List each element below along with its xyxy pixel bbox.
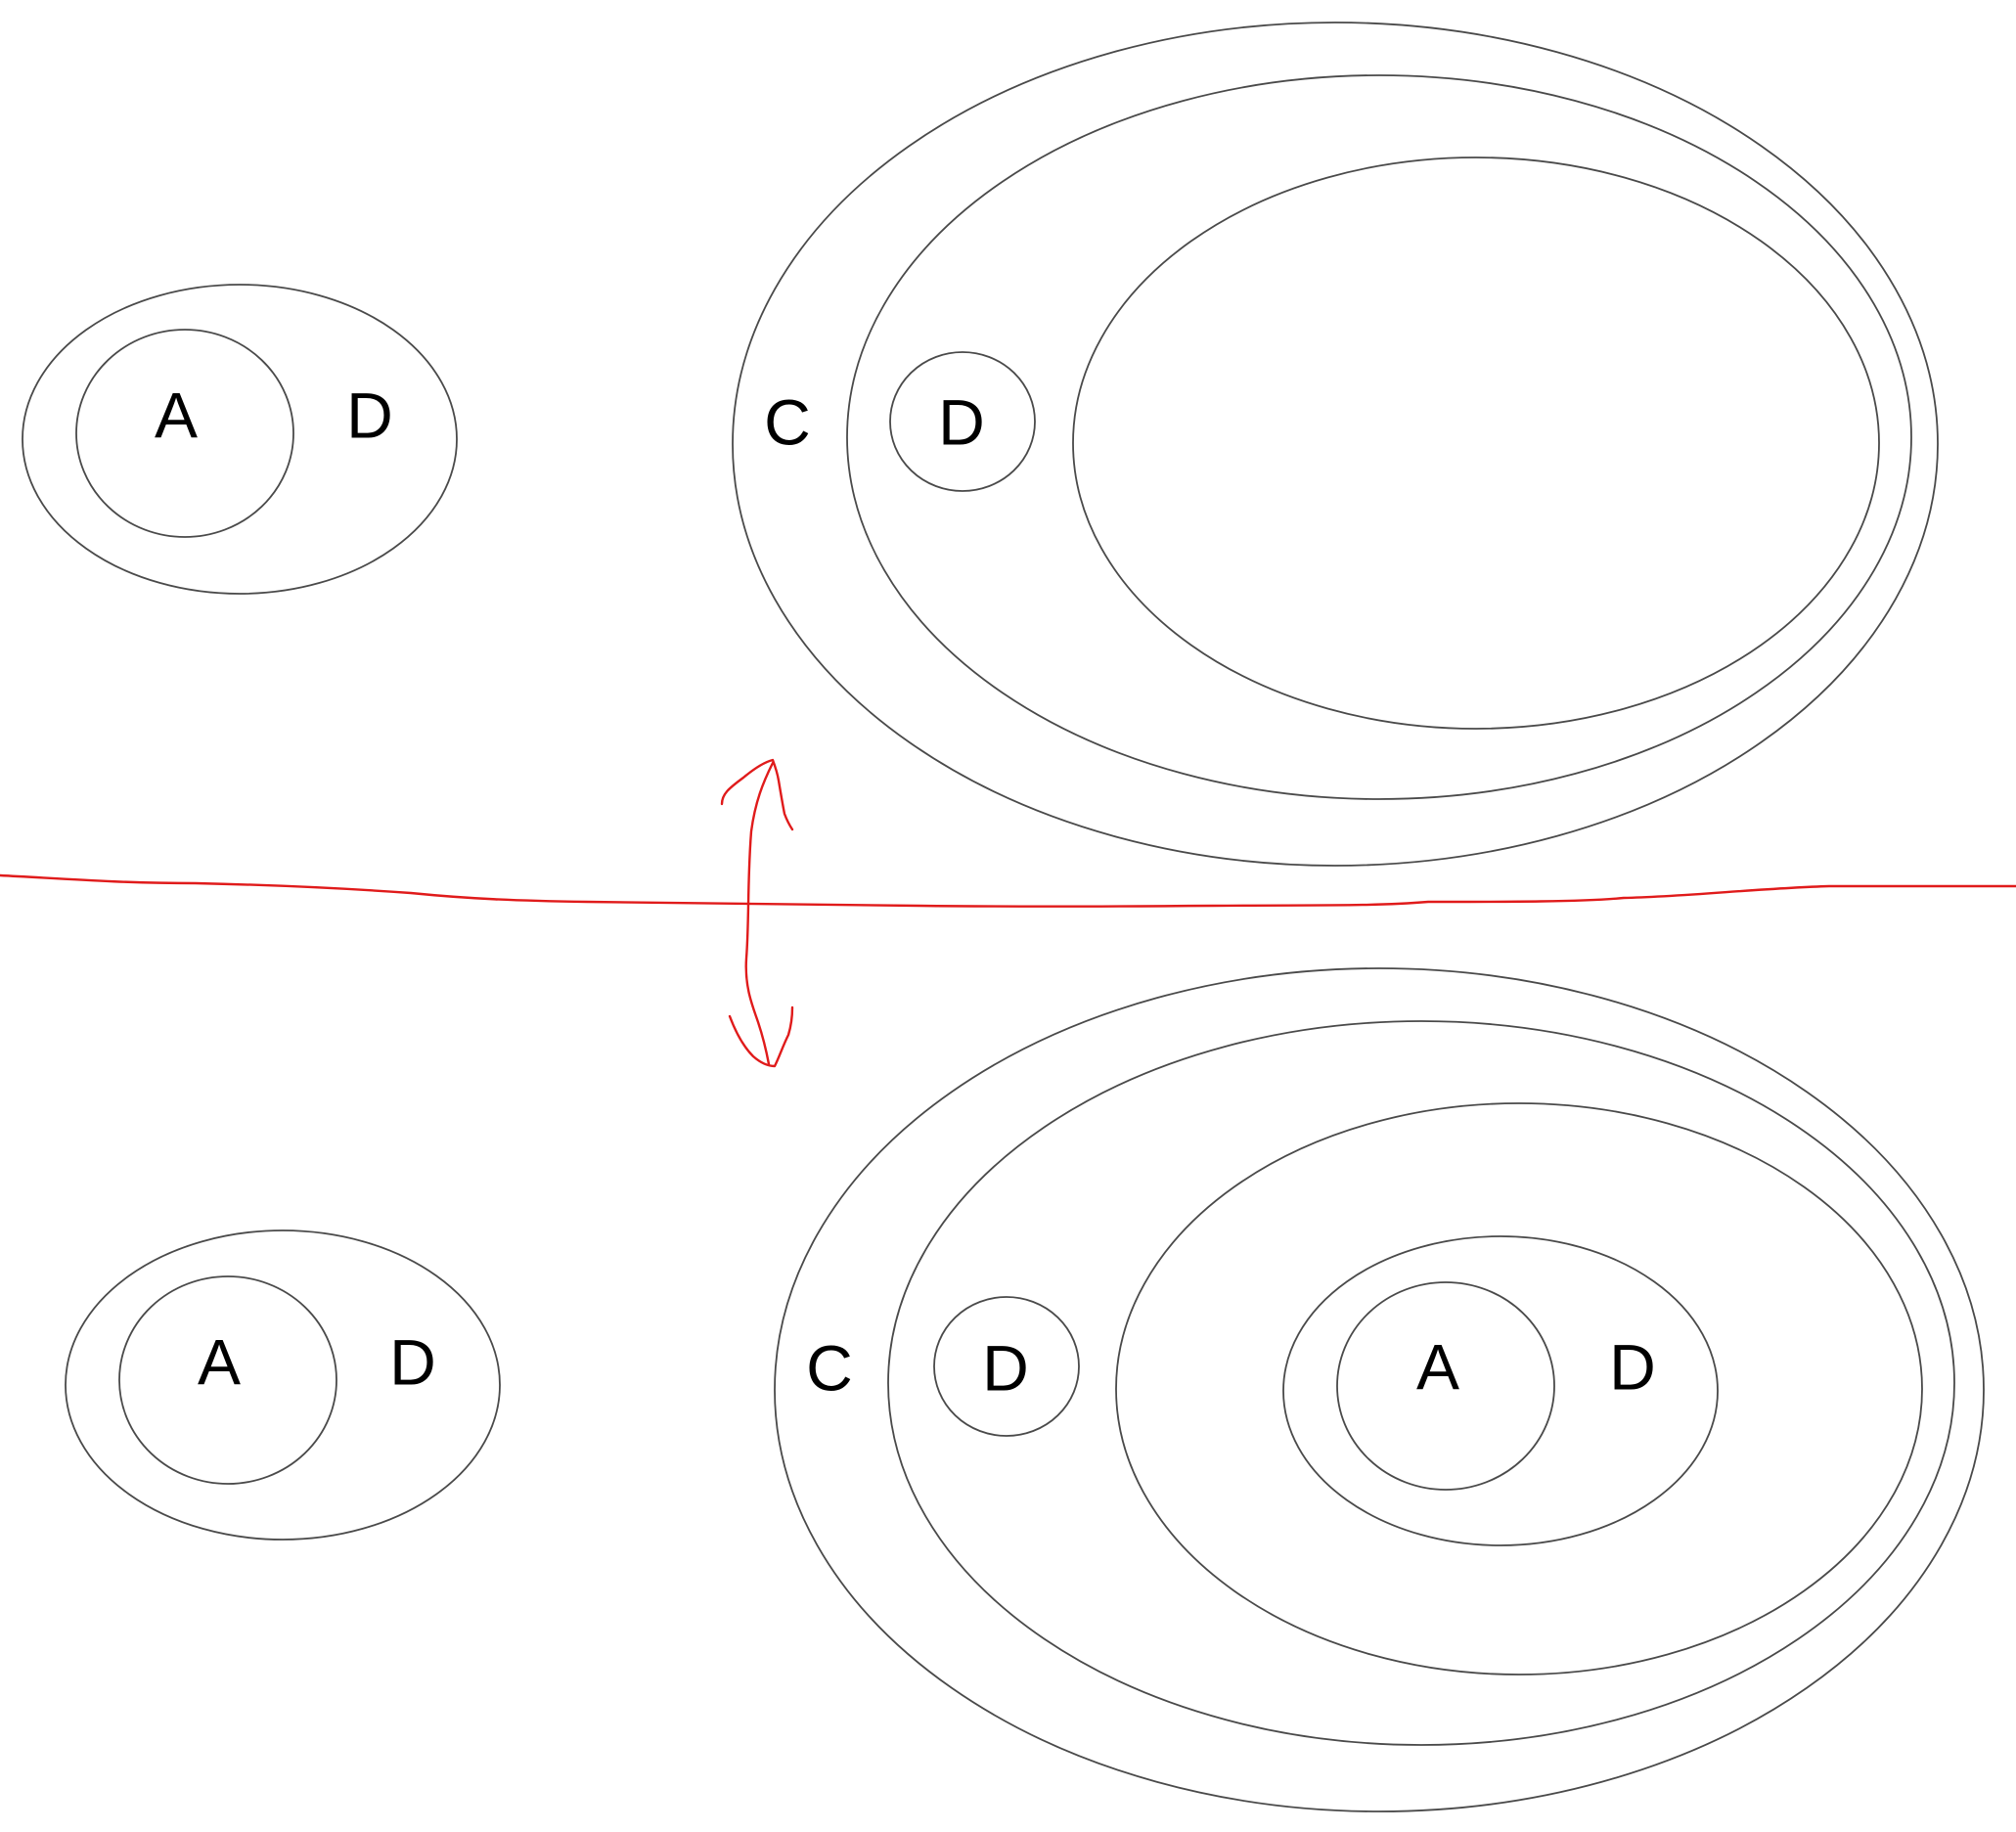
top-right-outer-label: C xyxy=(764,385,811,458)
bottom-right-nested-inner-label: A xyxy=(1416,1330,1459,1403)
bottom-right-nested-outer-label: D xyxy=(1609,1330,1656,1403)
bottom-right-outer-ellipse xyxy=(774,967,1985,1812)
top-right-outer-ellipse xyxy=(732,22,1939,867)
top-right-small-circle-label: D xyxy=(938,385,985,458)
bottom-left-group: A D xyxy=(65,1229,501,1541)
top-left-group: A D xyxy=(22,284,458,595)
bottom-right-nested-outer-ellipse xyxy=(1282,1235,1719,1546)
bottom-right-inner-ellipse xyxy=(1115,1102,1923,1676)
bottom-left-inner-circle xyxy=(118,1275,337,1485)
bottom-left-inner-label: A xyxy=(198,1325,241,1398)
top-left-inner-label: A xyxy=(155,379,198,451)
bottom-left-outer-label: D xyxy=(389,1325,436,1398)
top-right-middle-ellipse xyxy=(846,74,1912,800)
bottom-right-middle-ellipse xyxy=(887,1020,1955,1746)
double-arrow-shaft xyxy=(744,761,775,1066)
bottom-right-small-circle-label: D xyxy=(982,1331,1029,1404)
top-right-group: C D xyxy=(732,22,1939,867)
top-right-small-circle xyxy=(889,351,1036,492)
top-right-empty-ellipse xyxy=(1072,156,1880,730)
red-divider-line xyxy=(0,873,2016,908)
bottom-right-group: C D A D xyxy=(774,967,1985,1812)
top-left-outer-label: D xyxy=(346,379,393,451)
double-arrow-up-head xyxy=(720,758,794,831)
red-annotations xyxy=(0,758,2016,1068)
bottom-right-nested-inner-circle xyxy=(1336,1281,1555,1491)
bottom-right-outer-label: C xyxy=(806,1331,853,1404)
double-arrow-down-head xyxy=(728,1005,794,1068)
bottom-left-outer-ellipse xyxy=(65,1229,501,1541)
top-left-inner-circle xyxy=(75,329,294,538)
top-left-outer-ellipse xyxy=(22,284,458,595)
bottom-right-small-circle xyxy=(933,1296,1080,1437)
